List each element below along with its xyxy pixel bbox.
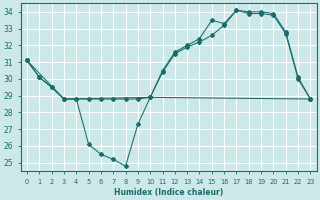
X-axis label: Humidex (Indice chaleur): Humidex (Indice chaleur) (114, 188, 223, 197)
